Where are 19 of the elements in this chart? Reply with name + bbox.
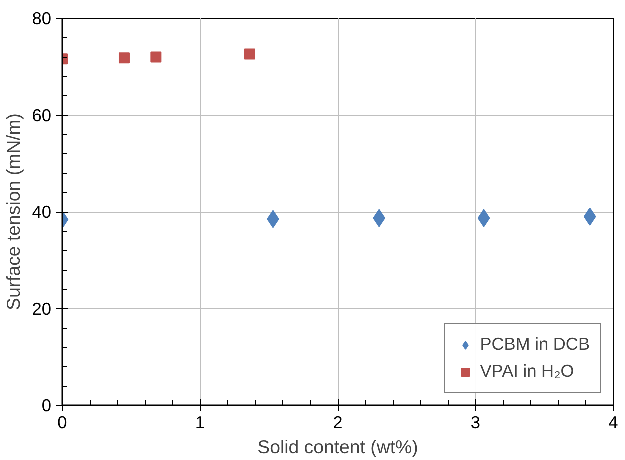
point bbox=[150, 52, 162, 63]
x-tick-label: 3 bbox=[470, 412, 481, 432]
y-axis-title: Surface tension (mN/m) bbox=[3, 114, 24, 310]
x-tick-label: 1 bbox=[195, 412, 206, 432]
x-tick-label: 0 bbox=[58, 412, 68, 432]
point bbox=[244, 48, 256, 60]
y-tick-label: 20 bbox=[32, 298, 52, 319]
y-tick-label: 60 bbox=[32, 105, 52, 126]
legend-label: VPAI in H₂O bbox=[480, 361, 574, 382]
y-tick-label: 0 bbox=[42, 396, 52, 416]
point bbox=[584, 208, 596, 226]
point bbox=[478, 209, 490, 228]
legend-label: PCBM in DCB bbox=[480, 334, 590, 355]
x-tick-label: 2 bbox=[333, 412, 343, 432]
y-tick-label: 80 bbox=[32, 8, 52, 28]
y-tick-label: 40 bbox=[32, 202, 52, 222]
x-tick-label: 4 bbox=[608, 412, 619, 432]
x-axis-title: Solid content (wt%) bbox=[258, 436, 418, 458]
point bbox=[118, 52, 130, 64]
